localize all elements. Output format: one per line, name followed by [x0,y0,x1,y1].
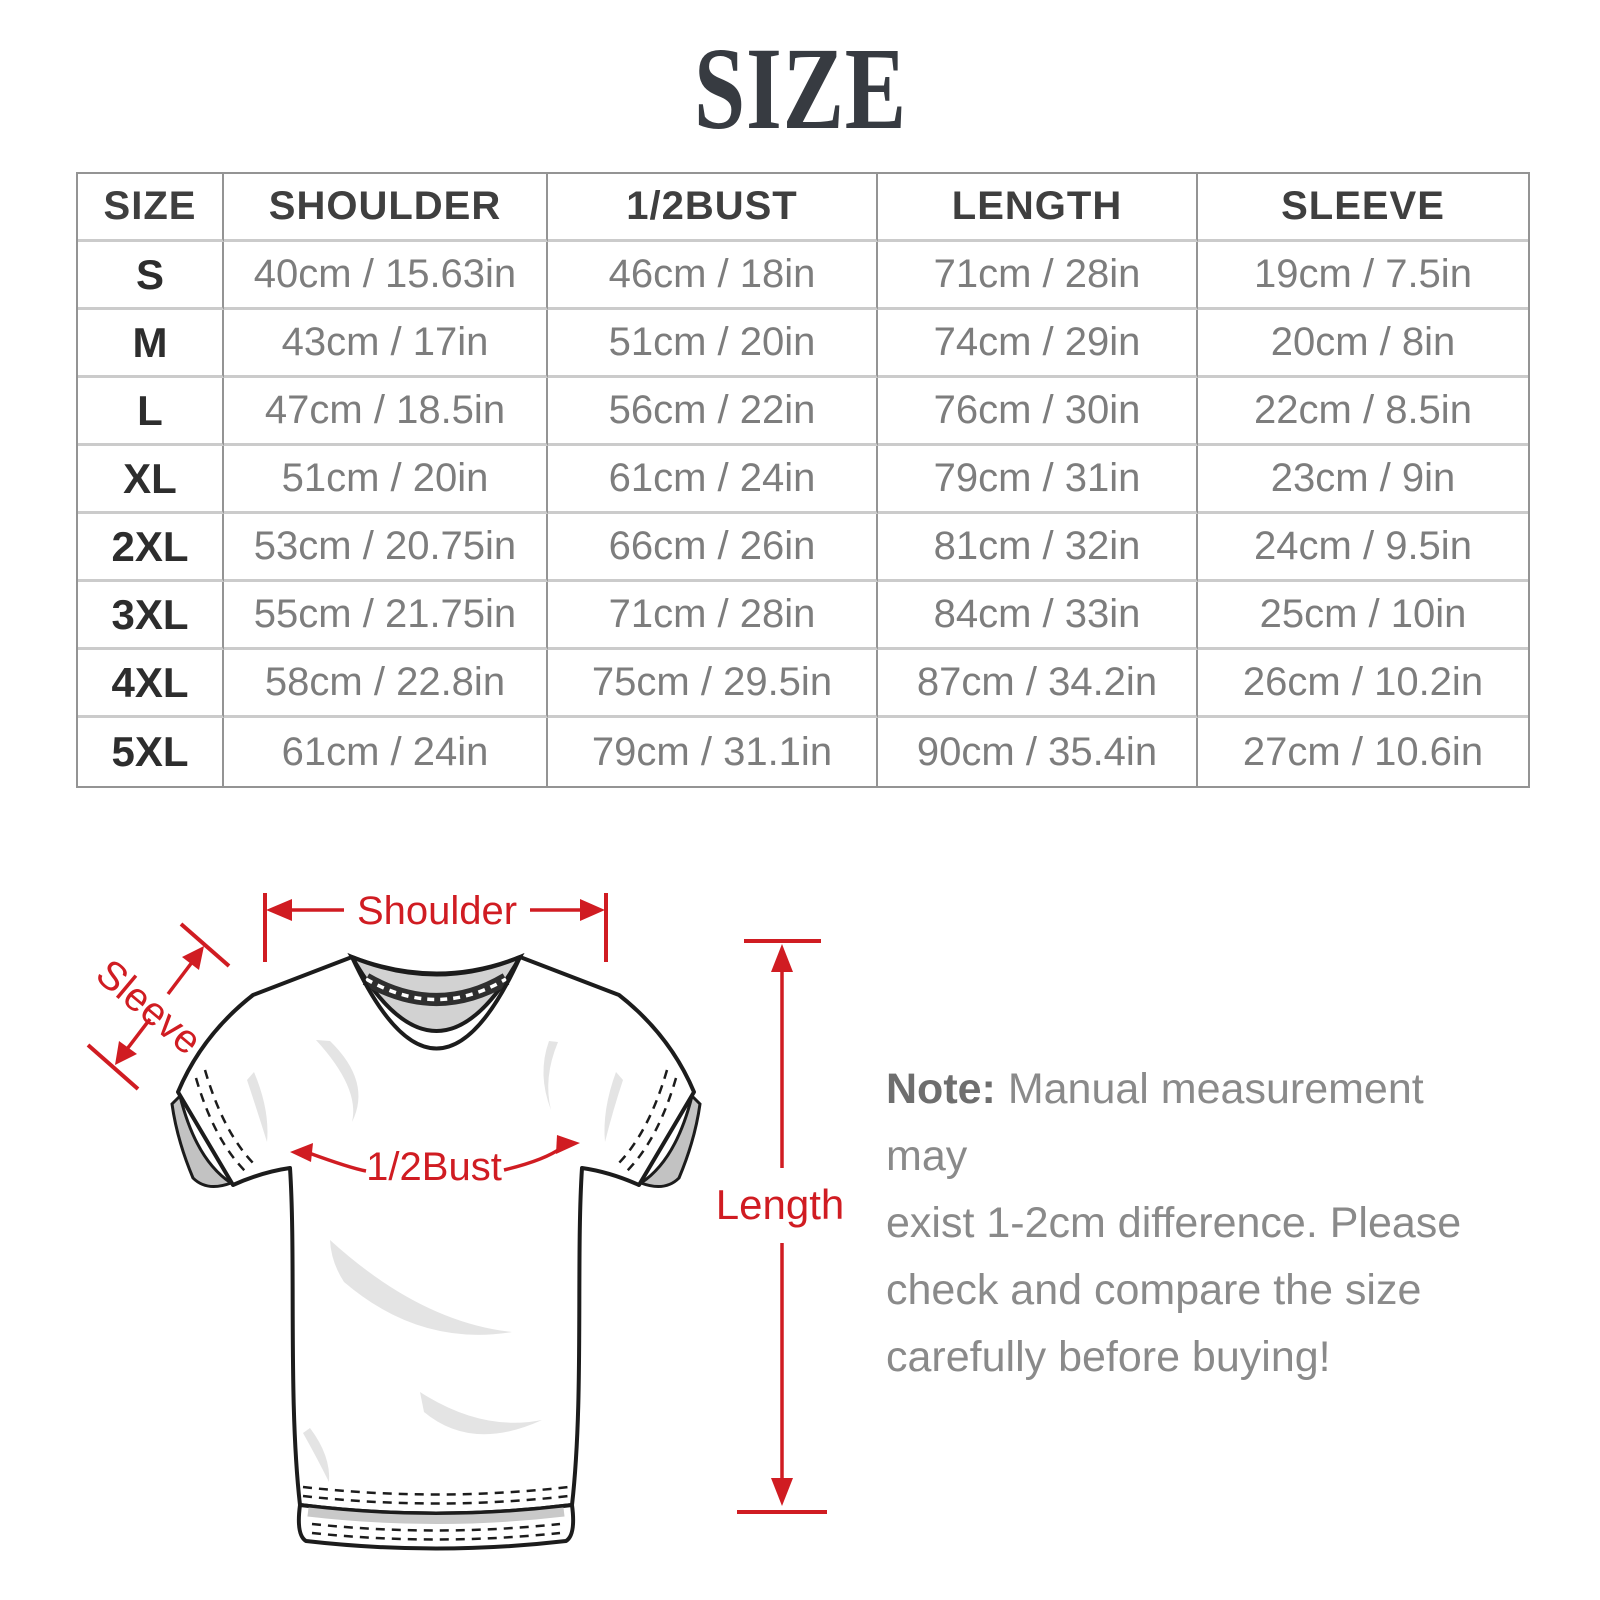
hem-stitch [302,1485,570,1496]
bust-cell: 75cm / 29.5in [548,650,878,718]
collar-outer [350,956,522,1051]
page-title: SIZE [0,30,1600,148]
bust-cell: 46cm / 18in [548,242,878,310]
left-sleeve-stitch [194,1077,247,1173]
sleeve-cell: 25cm / 10in [1198,582,1528,650]
col-header-bust: 1/2BUST [548,174,878,242]
bust-measure-arrow: 1/2Bust [290,1135,580,1189]
note-line: carefully before buying! [886,1333,1331,1381]
note-line: Manual measurement may [886,1065,1424,1180]
sleeve-cell: 19cm / 7.5in [1198,242,1528,310]
table-row: 3XL 55cm / 21.75in 71cm / 28in 84cm / 33… [78,582,1528,650]
length-cell: 71cm / 28in [878,242,1198,310]
length-measure-arrow: Length [716,939,844,1514]
wrinkle-shape [303,1428,330,1482]
shoulder-cell: 55cm / 21.75in [224,582,548,650]
bust-cell: 51cm / 20in [548,310,878,378]
shoulder-cell: 53cm / 20.75in [224,514,548,582]
sleeve-cell: 20cm / 8in [1198,310,1528,378]
shoulder-cell: 47cm / 18.5in [224,378,548,446]
length-cell: 90cm / 35.4in [878,718,1198,786]
shoulder-cell: 51cm / 20in [224,446,548,514]
wrinkle-shape [330,1240,512,1335]
sleeve-cell: 24cm / 9.5in [1198,514,1528,582]
length-cell: 81cm / 32in [878,514,1198,582]
table-row: 5XL 61cm / 24in 79cm / 31.1in 90cm / 35.… [78,718,1528,786]
sleeve-label: Sleeve [88,951,210,1063]
sleeve-cell: 26cm / 10.2in [1198,650,1528,718]
bust-label: 1/2Bust [366,1145,502,1189]
tshirt-measurement-diagram: Shoulder Sleeve 1/2Bust [86,889,844,1551]
size-cell: M [78,310,224,378]
col-header-sleeve: SLEEVE [1198,174,1528,242]
note-line: exist 1-2cm difference. Please [886,1199,1462,1247]
note-label: Note: [886,1065,996,1113]
right-sleeve-stitch [625,1077,678,1173]
measurement-note: Note: Manual measurement may exist 1-2cm… [886,1056,1506,1391]
tshirt-body-outline [176,955,696,1516]
wrinkle-shape [247,1072,268,1142]
size-cell: L [78,378,224,446]
wrinkle-shape [420,1392,542,1435]
table-row: XL 51cm / 20in 61cm / 24in 79cm / 31in 2… [78,446,1528,514]
col-header-shoulder: SHOULDER [224,174,548,242]
col-header-length: LENGTH [878,174,1198,242]
left-sleeve-stitch [203,1069,255,1165]
wrinkle-shape [604,1072,623,1142]
table-row: 4XL 58cm / 22.8in 75cm / 29.5in 87cm / 3… [78,650,1528,718]
table-row: S 40cm / 15.63in 46cm / 18in 71cm / 28in… [78,242,1528,310]
collar-stitch [365,977,507,1002]
length-cell: 87cm / 34.2in [878,650,1198,718]
left-sleeve-opening [170,1093,235,1189]
shoulder-cell: 43cm / 17in [224,310,548,378]
col-header-size: SIZE [78,174,224,242]
table-row: L 47cm / 18.5in 56cm / 22in 76cm / 30in … [78,378,1528,446]
shoulder-label: Shoulder [357,889,517,933]
size-cell: 2XL [78,514,224,582]
table-row: M 43cm / 17in 51cm / 20in 74cm / 29in 20… [78,310,1528,378]
page-title-text: SIZE [693,23,907,154]
hem-band-shadow [307,1507,565,1524]
length-cell: 84cm / 33in [878,582,1198,650]
wrinkle-shape [543,1041,558,1110]
size-cell: XL [78,446,224,514]
size-cell: S [78,242,224,310]
note-line: check and compare the size [886,1266,1422,1314]
hem-stitch [302,1494,570,1505]
bust-cell: 66cm / 26in [548,514,878,582]
size-table: SIZE SHOULDER 1/2BUST LENGTH SLEEVE S 40… [76,172,1530,788]
bust-cell: 79cm / 31.1in [548,718,878,786]
right-sleeve-stitch [617,1069,669,1165]
length-cell: 74cm / 29in [878,310,1198,378]
sleeve-cell: 22cm / 8.5in [1198,378,1528,446]
shoulder-cell: 61cm / 24in [224,718,548,786]
bust-cell: 61cm / 24in [548,446,878,514]
bust-cell: 56cm / 22in [548,378,878,446]
shoulder-measure-arrow: Shoulder [263,889,608,962]
size-cell: 3XL [78,582,224,650]
wrinkle-shape [316,1040,359,1122]
length-cell: 76cm / 30in [878,378,1198,446]
length-label: Length [716,1181,844,1228]
size-cell: 5XL [78,718,224,786]
length-cell: 79cm / 31in [878,446,1198,514]
table-header-row: SIZE SHOULDER 1/2BUST LENGTH SLEEVE [78,174,1528,242]
size-cell: 4XL [78,650,224,718]
bust-cell: 71cm / 28in [548,582,878,650]
shoulder-cell: 58cm / 22.8in [224,650,548,718]
sleeve-cell: 23cm / 9in [1198,446,1528,514]
right-sleeve-opening [637,1093,702,1189]
shoulder-cell: 40cm / 15.63in [224,242,548,310]
table-row: 2XL 53cm / 20.75in 66cm / 26in 81cm / 32… [78,514,1528,582]
sleeve-cell: 27cm / 10.6in [1198,718,1528,786]
